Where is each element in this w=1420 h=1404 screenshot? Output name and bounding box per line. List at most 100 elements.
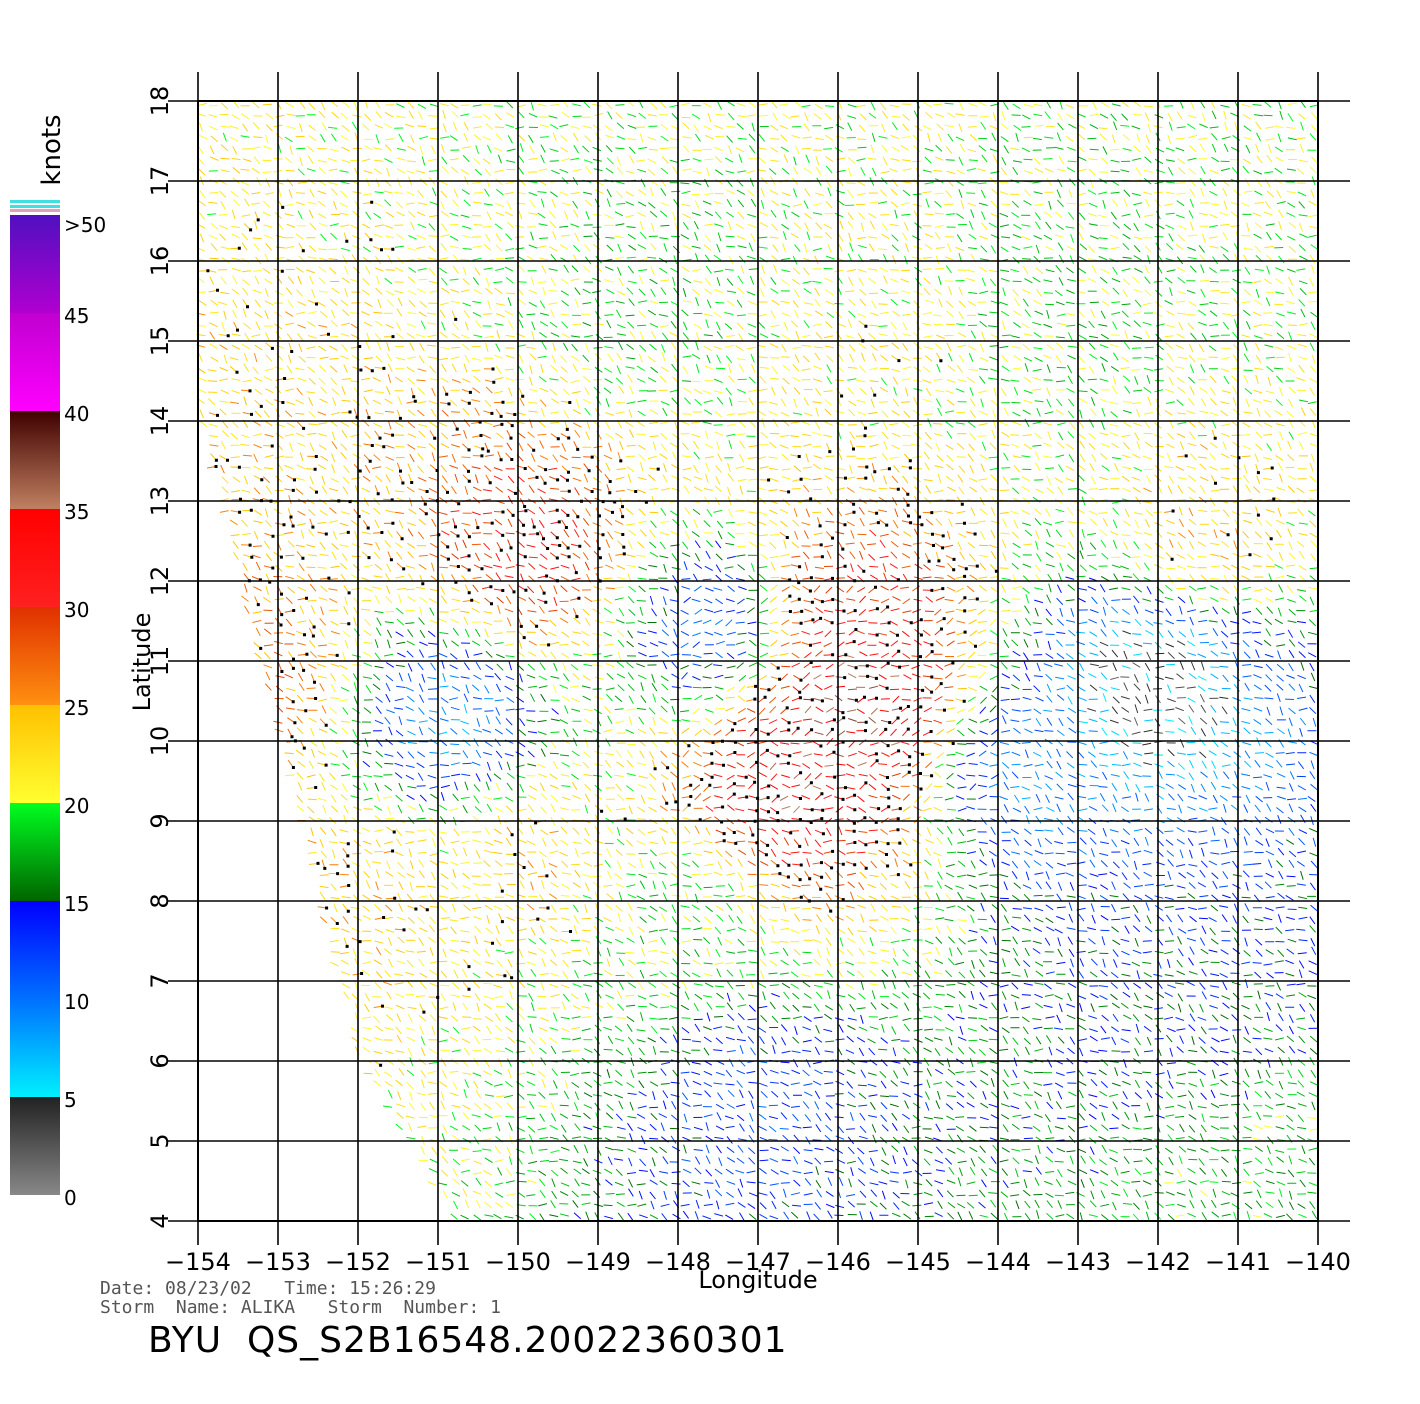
wind-vectors	[199, 111, 1298, 1154]
wind-vectors	[422, 643, 1315, 1209]
wind-vectors	[451, 489, 932, 855]
footer-line-storm: Storm Name: ALIKA Storm Number: 1	[100, 1299, 501, 1317]
storm-name-label: Storm Name:	[100, 1297, 230, 1318]
wind-vectors	[519, 600, 1294, 1207]
wind-vectors	[530, 123, 1296, 1116]
wind-vectors	[1135, 704, 1138, 713]
wind-vectors	[364, 509, 769, 886]
wind-vectors	[1044, 642, 1097, 831]
wind-vectors	[593, 312, 1120, 733]
wind-vectors	[453, 421, 809, 856]
wind-vectors	[376, 467, 1237, 909]
wind-vectors	[869, 686, 890, 722]
wind-vectors	[1134, 684, 1140, 691]
wind-vectors	[1100, 607, 1206, 810]
wind-vectors	[1002, 674, 1283, 768]
wind-vectors	[661, 566, 1315, 1207]
wind-vectors	[210, 100, 1317, 1185]
wind-vectors	[1188, 698, 1196, 703]
wind-vectors	[1200, 718, 1207, 724]
wind-vectors	[1168, 652, 1174, 658]
wind-vectors	[407, 731, 415, 735]
wind-vectors	[848, 719, 857, 722]
wind-vectors	[275, 475, 490, 732]
wind-vectors	[1134, 674, 1138, 682]
wind-vectors	[892, 795, 900, 799]
wind-vectors	[220, 335, 1209, 921]
wind-vectors	[496, 684, 1294, 1209]
wind-vectors	[848, 689, 857, 690]
wind-vectors	[1010, 787, 1175, 822]
wind-vectors	[331, 388, 908, 953]
wind-vectors	[747, 127, 833, 295]
wind-vectors	[255, 408, 976, 605]
colorbar-stripe	[10, 209, 60, 212]
wind-vectors	[871, 728, 878, 734]
lon-tick-label: −154	[165, 1248, 231, 1276]
wind-vectors	[770, 623, 922, 790]
wind-vectors	[1177, 641, 1185, 645]
wind-vectors	[1147, 652, 1185, 688]
wind-vectors	[496, 507, 933, 780]
wind-vectors	[516, 518, 921, 811]
wind-vectors	[507, 509, 945, 835]
wind-vectors	[482, 551, 863, 831]
wind-vectors	[606, 576, 1316, 1187]
wind-vectors	[1078, 688, 1217, 700]
colorbar-stripe	[10, 212, 60, 215]
wind-vectors	[1113, 697, 1152, 765]
storm-number-label: Storm Number:	[328, 1297, 480, 1318]
wind-vectors	[1090, 664, 1217, 725]
wind-vectors	[330, 122, 1295, 1221]
wind-vectors	[319, 104, 1284, 1208]
wind-vectors	[451, 720, 1239, 791]
lat-tick-label: 18	[146, 86, 174, 117]
wind-vectors	[330, 366, 1183, 582]
wind-vectors	[232, 103, 1313, 1043]
wind-vectors	[935, 630, 1305, 1151]
wind-vectors	[659, 126, 1306, 1194]
wind-vectors	[200, 182, 1308, 1055]
wind-vectors	[428, 775, 1163, 1219]
wind-vectors	[561, 100, 1318, 1206]
wind-vectors	[675, 632, 1263, 1200]
wind-vectors	[759, 600, 1318, 1164]
wind-vectors	[878, 586, 900, 635]
wind-vectors	[485, 718, 1292, 1173]
wind-vectors	[375, 697, 1318, 1132]
wind-vectors	[1175, 698, 1218, 712]
wind-vectors	[1100, 631, 1227, 714]
wind-vectors	[826, 707, 834, 712]
wind-vectors	[662, 795, 790, 888]
wind-vectors	[397, 633, 1043, 1217]
wind-vectors	[383, 183, 1316, 1219]
wind-vectors	[627, 641, 1181, 1209]
wind-vectors	[396, 101, 1273, 1109]
wind-vectors	[1142, 743, 1151, 745]
wind-vectors	[750, 772, 1242, 1122]
wind-vectors	[439, 512, 809, 846]
wind-vectors	[564, 100, 1282, 1208]
wind-vectors	[1166, 709, 1175, 710]
wind-vectors	[296, 115, 1182, 1184]
lat-tick-label: 12	[146, 566, 174, 597]
wind-vectors	[464, 574, 1260, 1195]
wind-vectors	[474, 623, 1261, 814]
wind-vectors	[507, 496, 943, 867]
colorbar-tick-label: 0	[64, 1186, 77, 1210]
wind-vectors	[869, 717, 876, 723]
wind-vectors	[285, 223, 1239, 965]
wind-vectors	[803, 949, 1063, 1007]
wind-vectors	[233, 133, 930, 912]
wind-vectors	[255, 105, 1306, 1163]
wind-vectors	[506, 469, 932, 868]
wind-vectors	[561, 534, 944, 690]
wind-vectors	[306, 358, 910, 855]
lat-tick-label: 13	[146, 486, 174, 517]
wind-vectors	[224, 104, 1285, 1001]
colorbar-segment	[10, 705, 60, 803]
wind-vectors	[485, 551, 1248, 1216]
